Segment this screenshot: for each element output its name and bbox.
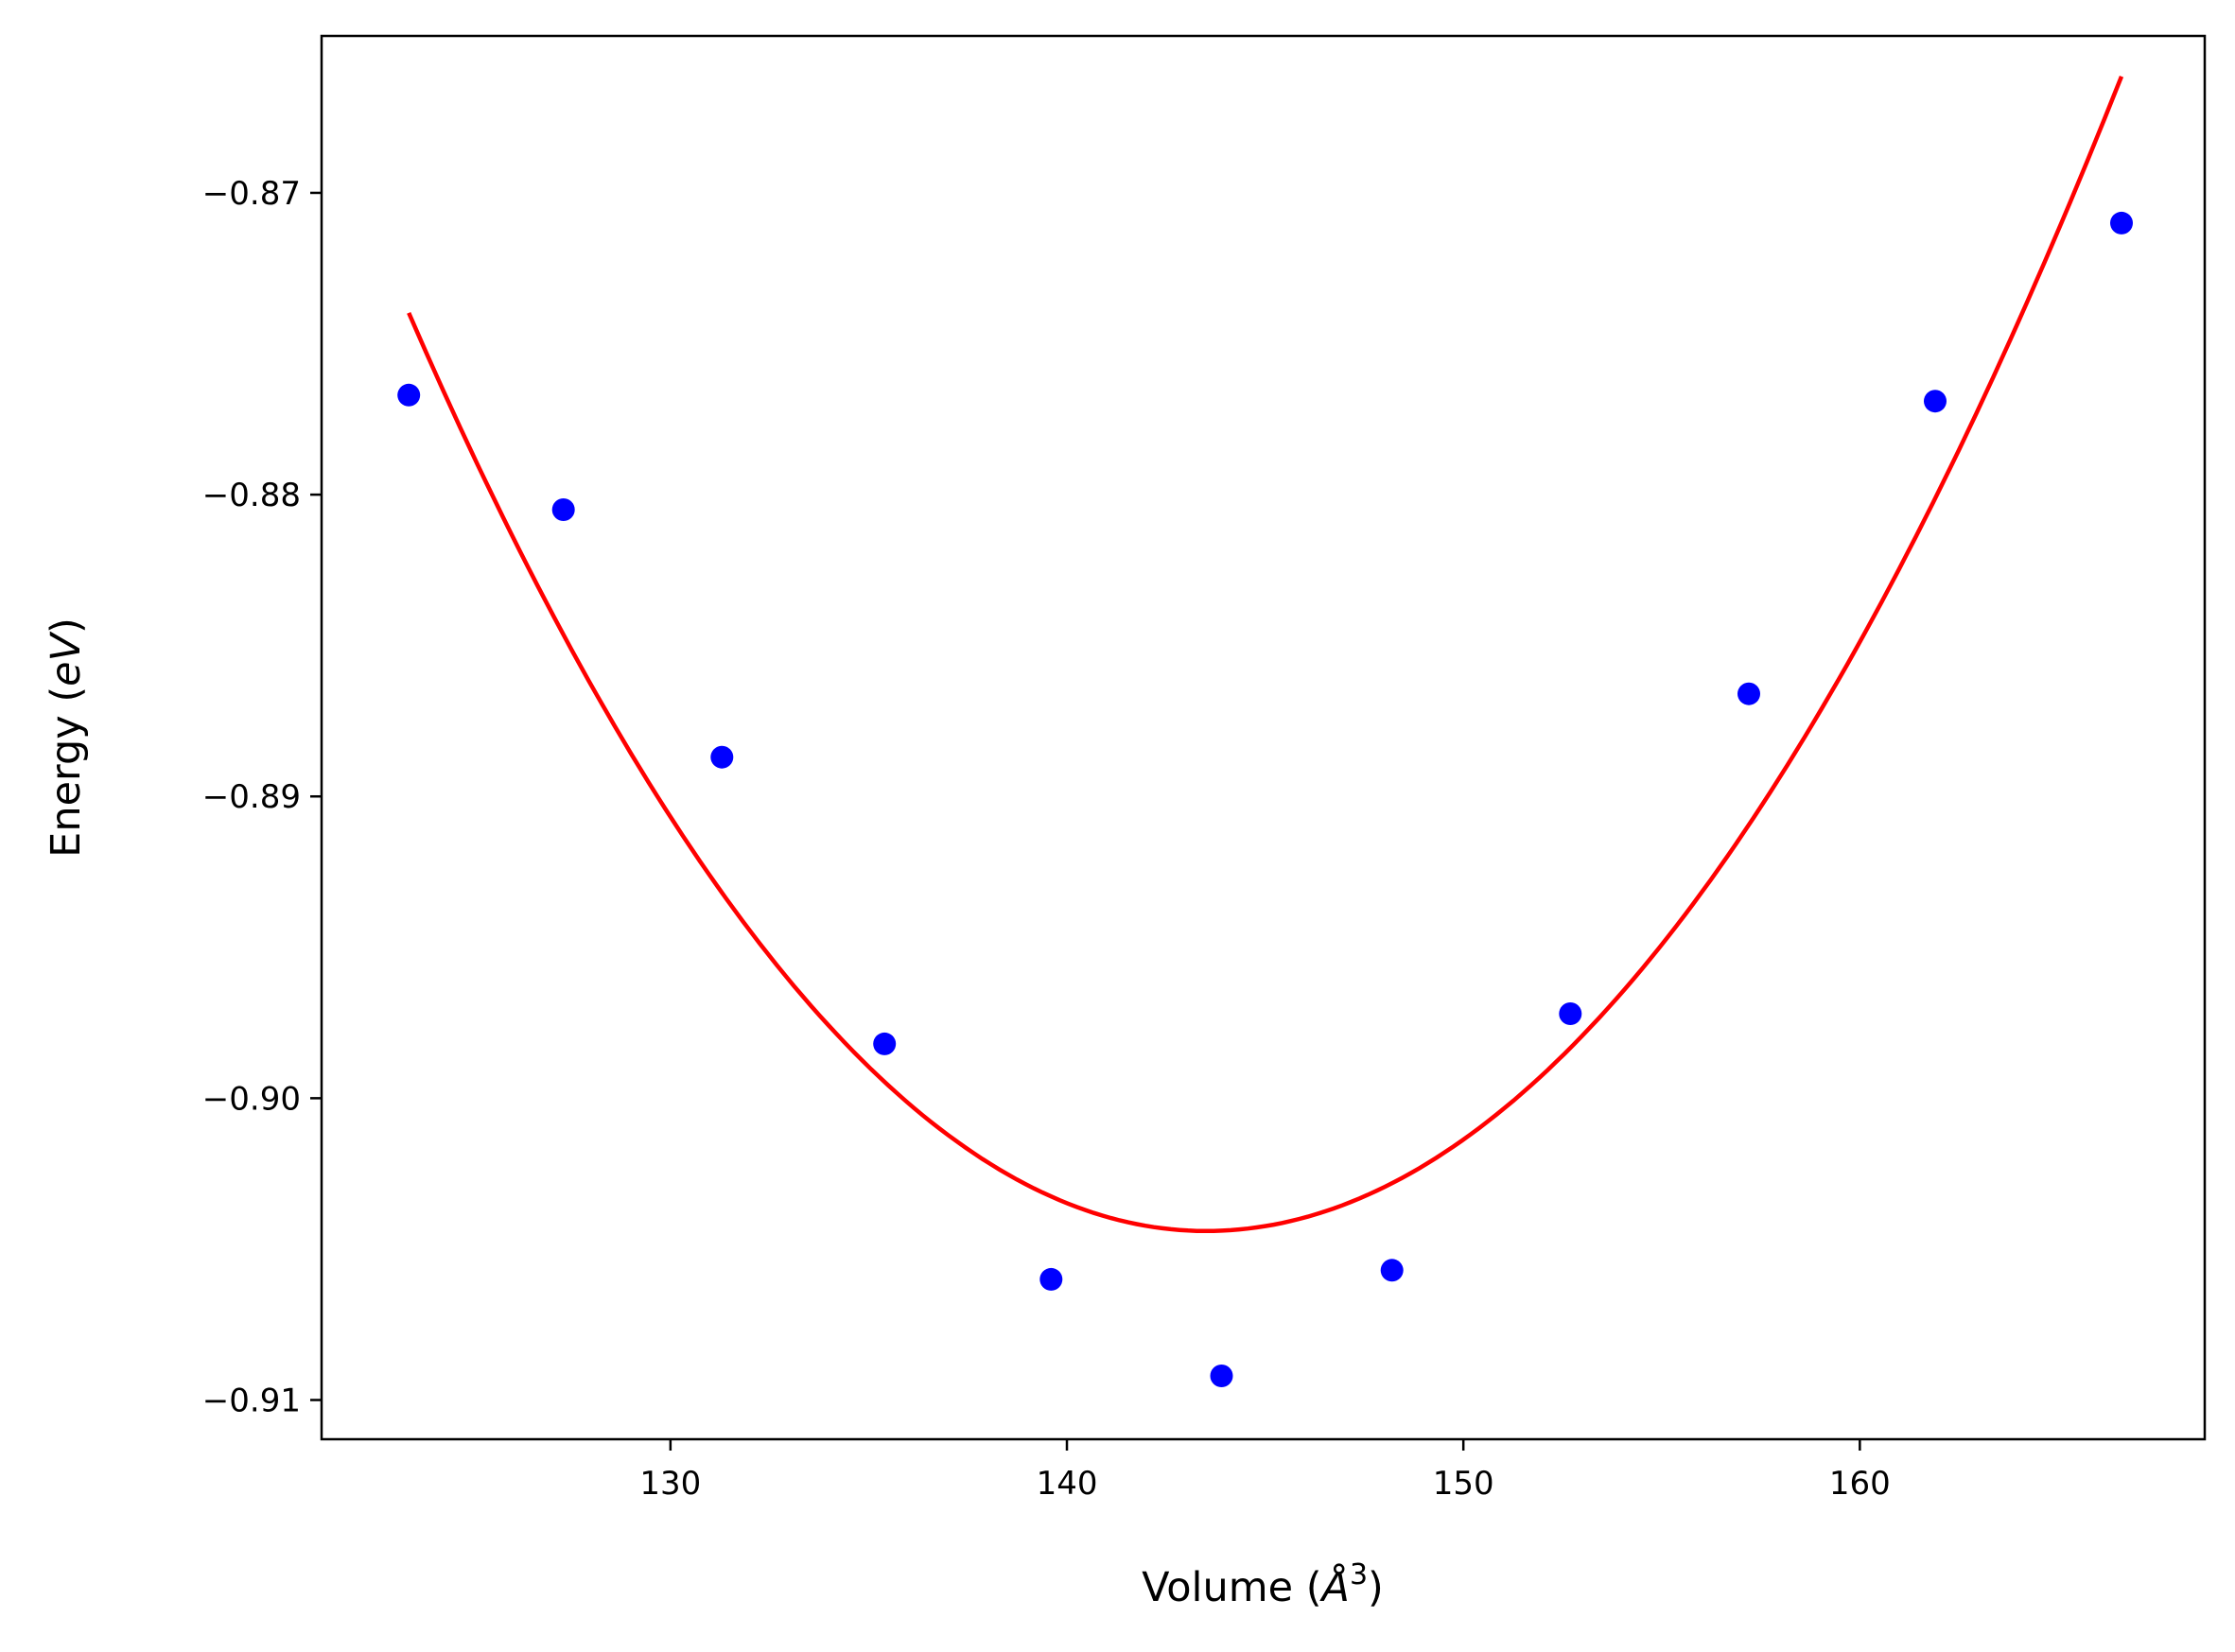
x-axis-label: Volume (Å3) (1142, 1558, 1384, 1611)
y-tick-label: −0.89 (202, 778, 301, 816)
plot-area (320, 34, 2207, 1441)
data-point (1380, 1259, 1404, 1282)
data-point (1039, 1267, 1063, 1291)
y-tick-label: −0.90 (202, 1080, 301, 1118)
data-point (1559, 1002, 1582, 1025)
x-tick-label: 140 (1037, 1465, 1098, 1503)
x-axis-ticks: 130 140 150 160 (639, 1439, 1891, 1503)
data-points-layer (397, 211, 2133, 1387)
data-point (2110, 211, 2133, 235)
x-tick-label: 150 (1433, 1465, 1494, 1503)
data-point (1210, 1365, 1233, 1387)
data-point (873, 1032, 897, 1055)
x-tick-label: 130 (639, 1465, 701, 1503)
data-point (1737, 682, 1760, 705)
y-tick-label: −0.91 (202, 1382, 301, 1420)
y-axis-label: Energy (eV) (43, 617, 90, 858)
y-tick-label: −0.88 (202, 477, 301, 514)
y-axis-ticks: −0.87 −0.88 −0.89 −0.90 −0.91 (202, 175, 322, 1420)
data-point (397, 383, 421, 407)
data-point (551, 498, 575, 521)
fit-curve-layer (407, 75, 2124, 1234)
x-tick-label: 160 (1829, 1465, 1891, 1503)
y-tick-label: −0.87 (202, 175, 301, 213)
data-point (1924, 390, 1947, 413)
fit-curve (407, 75, 2124, 1234)
data-point (710, 745, 734, 769)
